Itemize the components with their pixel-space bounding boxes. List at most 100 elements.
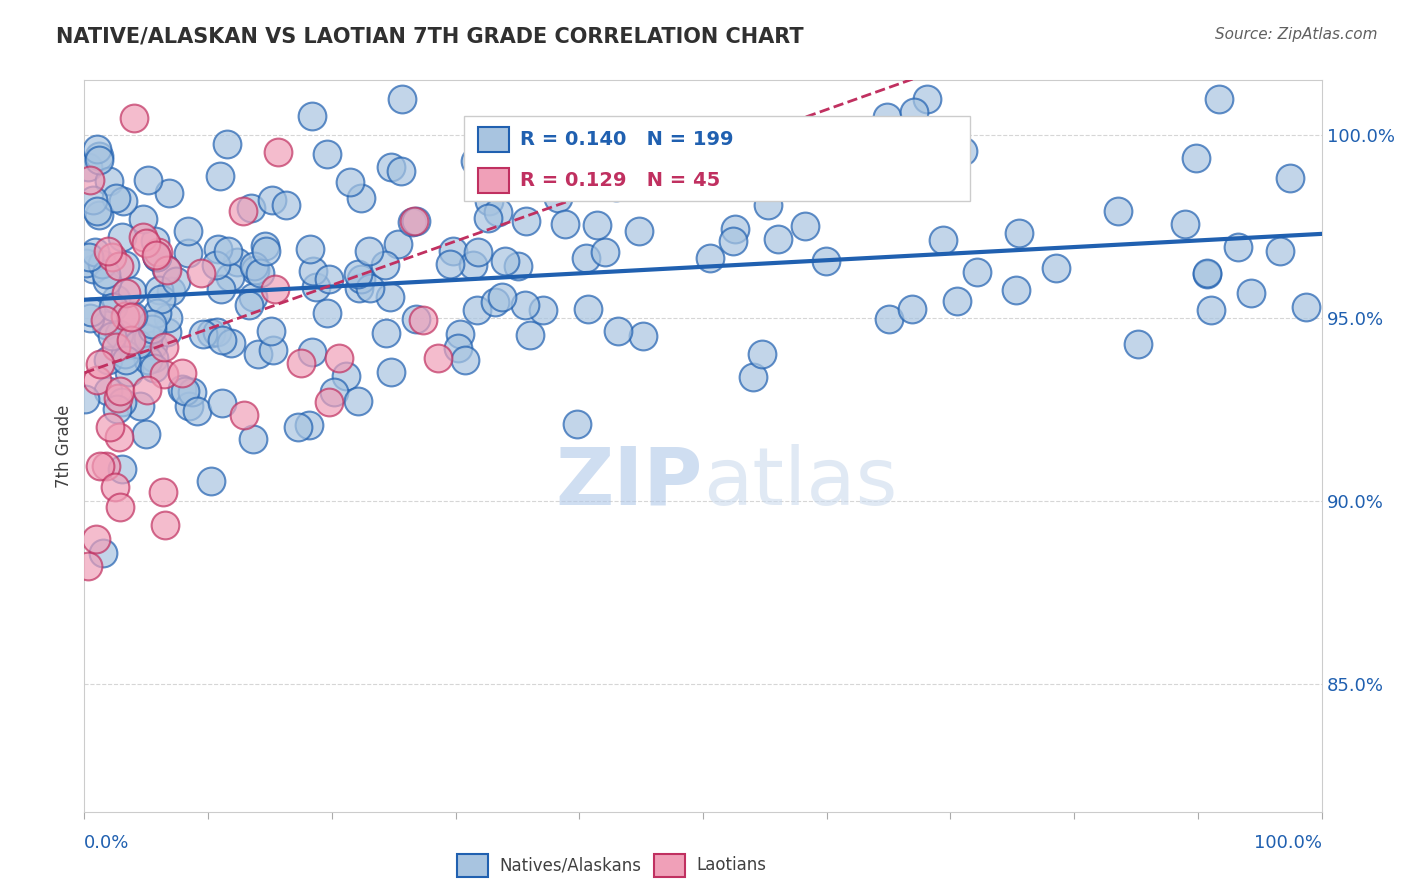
Point xyxy=(84,244,107,259)
Point xyxy=(77,250,100,264)
Point xyxy=(211,396,233,410)
Point xyxy=(87,149,110,163)
Point xyxy=(263,282,285,296)
Point xyxy=(901,301,924,316)
Text: Laotians: Laotians xyxy=(696,856,766,874)
Point xyxy=(467,244,489,259)
Point xyxy=(374,258,396,272)
Point xyxy=(932,233,955,247)
Point xyxy=(449,326,471,341)
Point xyxy=(467,303,489,318)
Point xyxy=(1128,337,1150,351)
Text: 100.0%: 100.0% xyxy=(1254,834,1322,852)
Point xyxy=(190,266,212,280)
Point xyxy=(135,426,157,441)
Point xyxy=(94,318,117,333)
Point xyxy=(274,197,297,211)
Point xyxy=(287,420,309,434)
Text: R = 0.129   N = 45: R = 0.129 N = 45 xyxy=(520,170,720,190)
Point xyxy=(152,484,174,499)
Point xyxy=(723,222,745,236)
Point xyxy=(86,142,108,156)
Point xyxy=(152,367,174,381)
Point xyxy=(110,462,132,476)
Y-axis label: 7th Grade: 7th Grade xyxy=(55,404,73,488)
Point xyxy=(157,311,180,326)
Point xyxy=(350,191,373,205)
Point xyxy=(115,285,138,300)
Point xyxy=(412,313,434,327)
Point xyxy=(254,239,277,253)
Point xyxy=(86,203,108,218)
Point xyxy=(121,309,143,323)
Point xyxy=(120,310,142,325)
Point xyxy=(86,373,108,387)
Text: NATIVE/ALASKAN VS LAOTIAN 7TH GRADE CORRELATION CHART: NATIVE/ALASKAN VS LAOTIAN 7TH GRADE CORR… xyxy=(56,27,804,46)
Point xyxy=(768,232,790,246)
Point xyxy=(751,347,773,361)
Point xyxy=(114,347,136,361)
Point xyxy=(191,327,214,342)
Point xyxy=(1005,283,1028,297)
Point xyxy=(136,331,159,345)
Point xyxy=(215,136,238,151)
Point xyxy=(259,324,281,338)
Point xyxy=(186,404,208,418)
Text: atlas: atlas xyxy=(703,443,897,522)
Point xyxy=(172,382,194,396)
Point xyxy=(101,250,124,264)
Point xyxy=(243,259,266,273)
Point xyxy=(101,329,124,343)
Point xyxy=(145,234,167,248)
Point xyxy=(575,252,598,266)
Point xyxy=(359,244,381,258)
Point xyxy=(318,271,340,285)
Point xyxy=(149,292,172,306)
Point xyxy=(101,300,124,314)
Point xyxy=(96,274,118,288)
Point xyxy=(262,193,284,207)
Point xyxy=(401,215,423,229)
Point xyxy=(211,333,233,347)
Point xyxy=(135,236,157,251)
Point xyxy=(79,311,101,326)
Point xyxy=(142,338,165,352)
Point xyxy=(315,305,337,319)
Text: ZIP: ZIP xyxy=(555,443,703,522)
Point xyxy=(301,109,323,123)
Point xyxy=(380,160,402,174)
Point xyxy=(339,175,361,189)
Point xyxy=(89,459,111,474)
Point xyxy=(699,252,721,266)
Point xyxy=(104,292,127,306)
Point xyxy=(519,327,541,342)
Point xyxy=(120,336,142,351)
Point xyxy=(347,281,370,295)
Point xyxy=(243,262,266,277)
Point xyxy=(93,546,115,560)
Point xyxy=(531,302,554,317)
Point xyxy=(454,353,477,368)
Point xyxy=(793,219,815,233)
Point xyxy=(89,357,111,371)
Point xyxy=(75,392,97,406)
Point xyxy=(593,245,616,260)
Point xyxy=(298,242,321,256)
Point xyxy=(143,351,166,366)
Point xyxy=(347,393,370,408)
Point xyxy=(1226,240,1249,254)
Point xyxy=(1008,226,1031,240)
Point xyxy=(439,257,461,271)
Point xyxy=(786,132,808,146)
Point xyxy=(375,326,398,341)
Point xyxy=(84,532,107,546)
Point xyxy=(756,197,779,211)
Point xyxy=(238,298,260,312)
Point xyxy=(108,384,131,398)
Point xyxy=(586,218,609,232)
Point xyxy=(945,293,967,308)
Point xyxy=(318,395,340,409)
Point xyxy=(153,340,176,354)
Point xyxy=(142,361,165,376)
Point xyxy=(108,326,131,341)
